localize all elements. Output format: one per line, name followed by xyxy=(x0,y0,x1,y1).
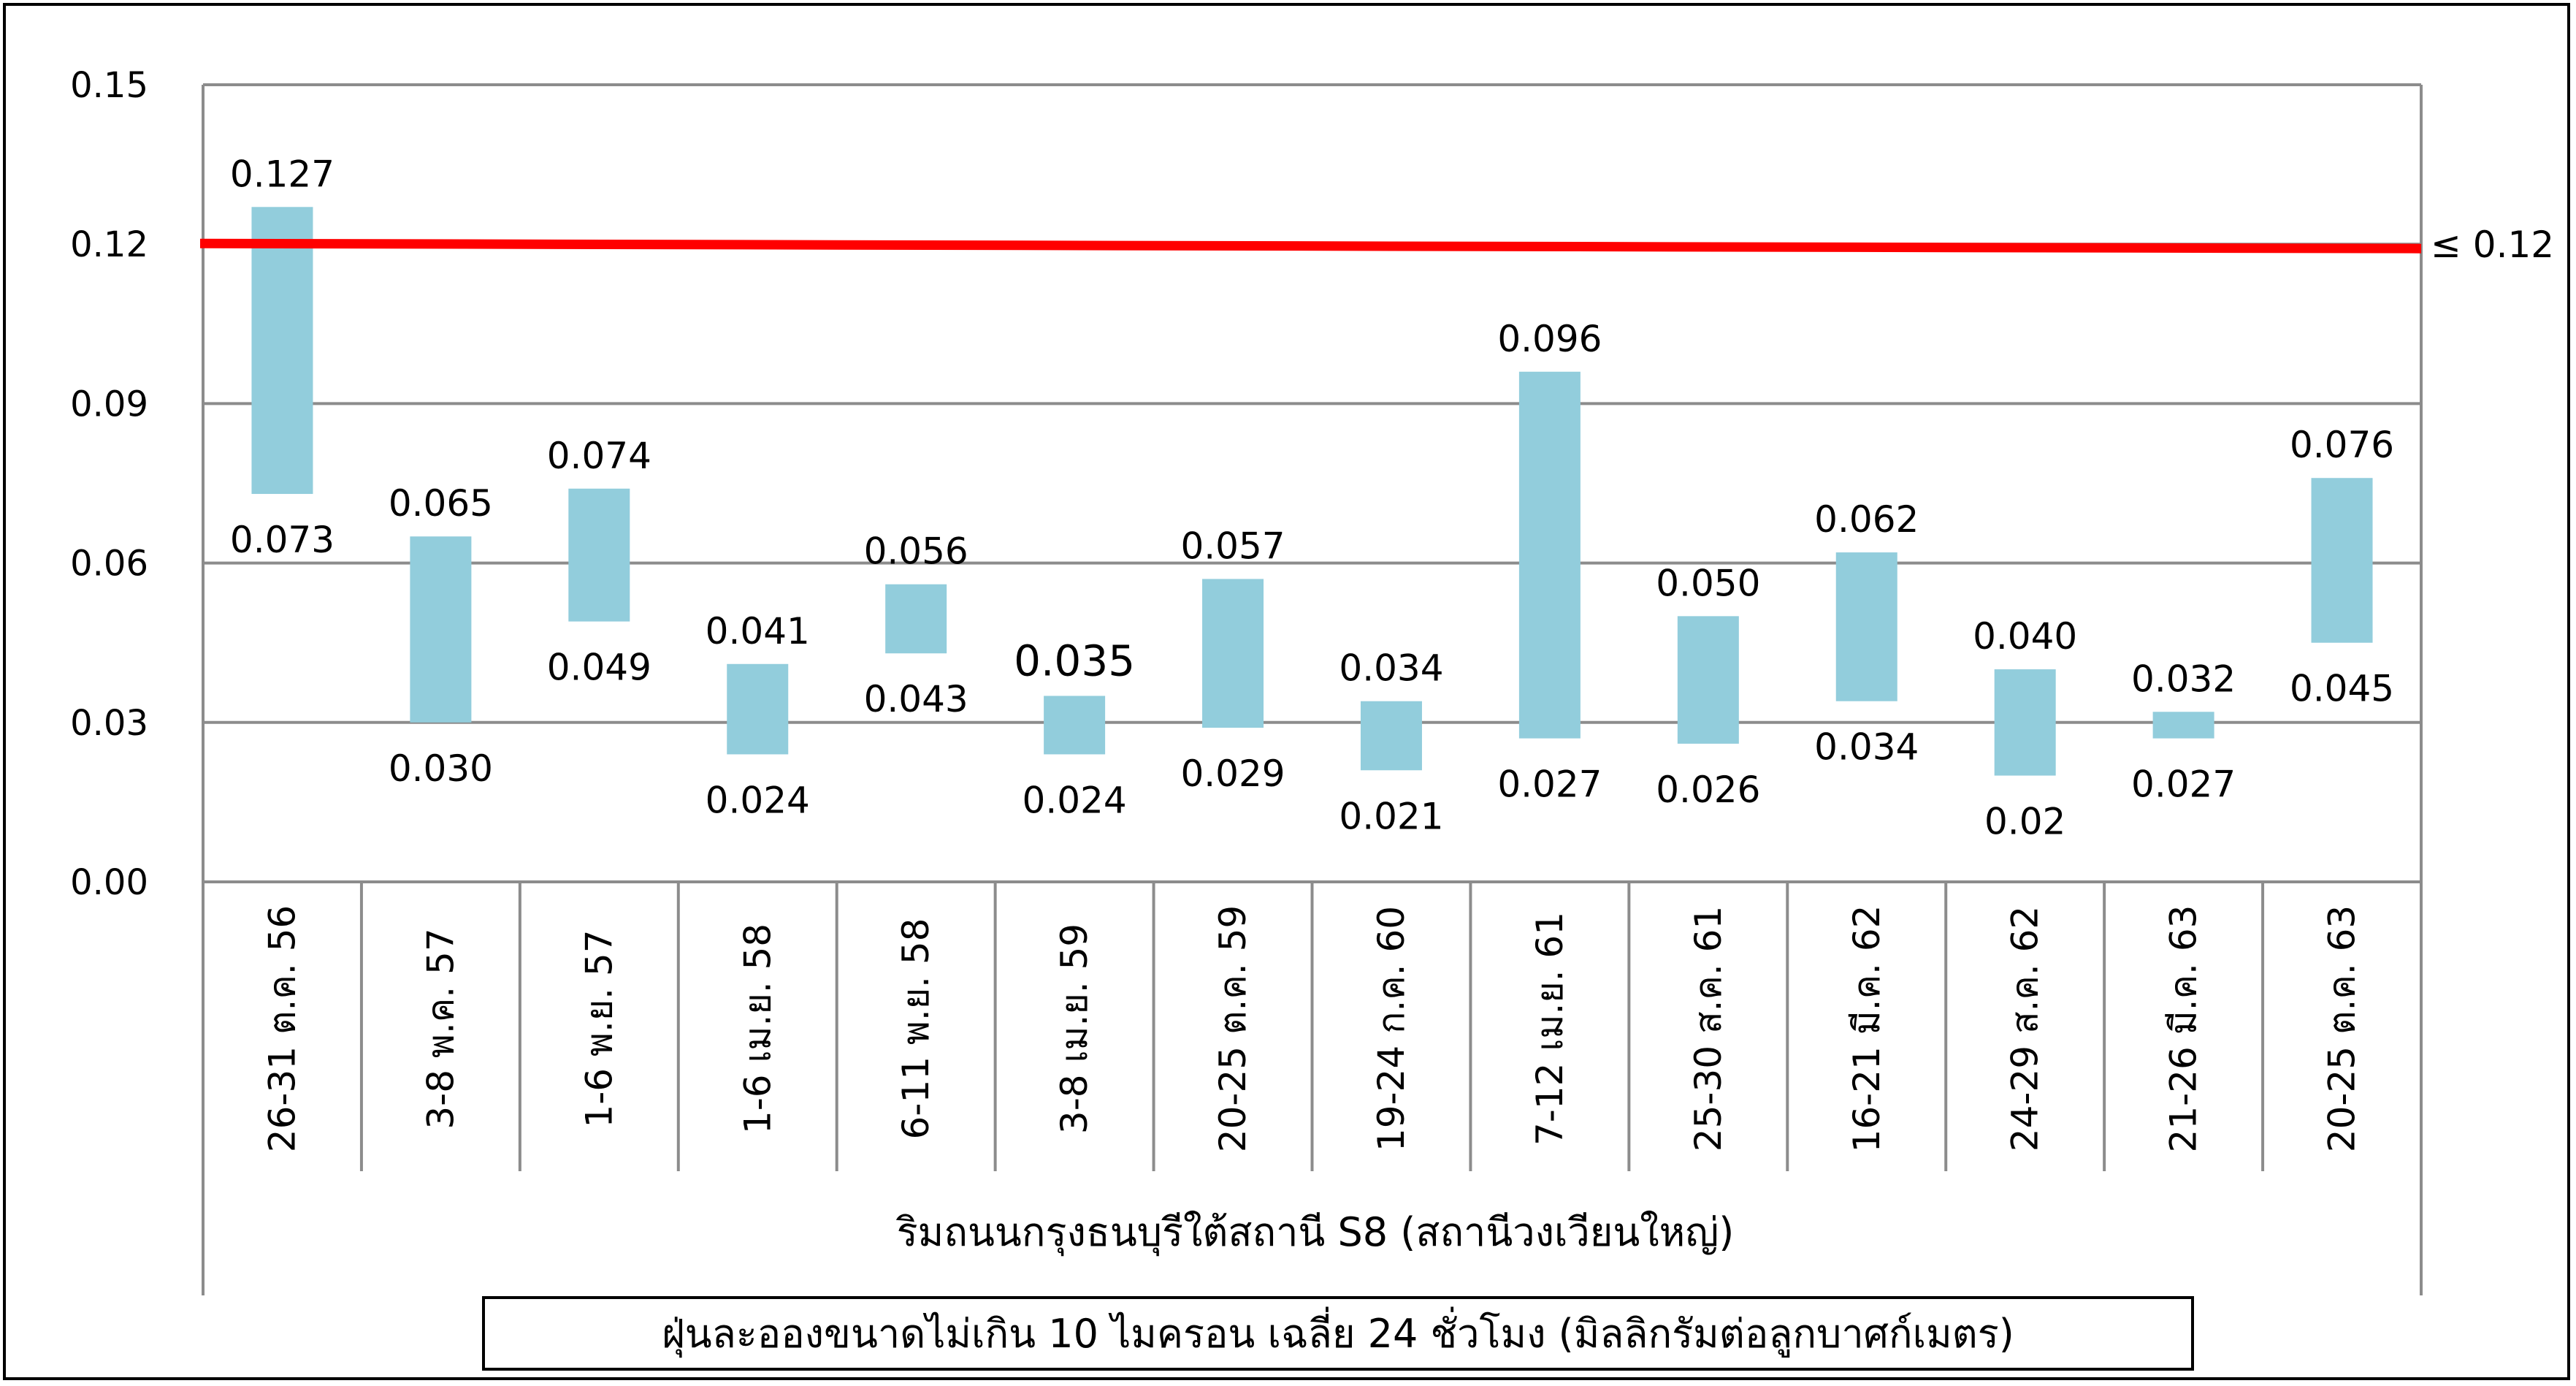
x-tick-label: 3-8 พ.ค. 57 xyxy=(419,928,462,1129)
range-bar xyxy=(568,488,630,622)
range-bar xyxy=(410,536,472,723)
y-tick-labels: 0.00 0.03 0.06 0.09 0.12 0.15 xyxy=(70,65,148,903)
x-tick-label: 1-6 เม.ย. 58 xyxy=(736,924,779,1134)
max-value-label: 0.041 xyxy=(706,610,810,652)
y-tick-label: 0.12 xyxy=(70,224,148,265)
max-value-label: 0.127 xyxy=(230,153,335,195)
range-bar xyxy=(1518,371,1581,739)
range-bar xyxy=(885,584,947,654)
min-value-label: 0.027 xyxy=(2131,764,2236,806)
y-tick-label: 0.06 xyxy=(70,544,148,585)
min-value-label: 0.027 xyxy=(1497,764,1602,806)
x-tick-label: 1-6 พ.ย. 57 xyxy=(578,929,620,1127)
standard-line-group: ≤ 0.12 xyxy=(199,224,2554,266)
chart-title: ฝุ่นละอองขนาดไม่เกิน 10 ไมครอน เฉลี่ย 24… xyxy=(662,1311,2014,1357)
min-value-label: 0.030 xyxy=(389,747,493,790)
max-value-label: 0.032 xyxy=(2131,658,2236,700)
x-tick-label: 26-31 ต.ค. 56 xyxy=(261,905,303,1152)
max-value-label: 0.040 xyxy=(1973,615,2077,658)
range-bar xyxy=(1360,701,1422,771)
min-value-label: 0.024 xyxy=(1023,779,1127,821)
range-bar xyxy=(251,207,313,495)
y-tick-label: 0.09 xyxy=(70,384,148,424)
x-tick-label: 3-8 เม.ย. 59 xyxy=(1053,924,1096,1134)
min-value-label: 0.024 xyxy=(706,779,810,821)
max-value-label: 0.076 xyxy=(2290,424,2394,466)
x-tick-label: 6-11 พ.ย. 58 xyxy=(895,918,937,1140)
max-value-label: 0.096 xyxy=(1497,318,1602,360)
standard-line xyxy=(199,238,2422,254)
range-bar xyxy=(1835,552,1897,701)
min-value-label: 0.021 xyxy=(1339,795,1443,837)
bars xyxy=(251,207,2373,776)
max-value-label: 0.050 xyxy=(1656,562,1760,604)
range-bar xyxy=(2311,478,2373,643)
x-tick-label: 16-21 มี.ค. 62 xyxy=(1846,905,1888,1153)
range-bar xyxy=(1044,696,1106,755)
min-value-label: 0.049 xyxy=(547,647,651,689)
min-value-label: 0.073 xyxy=(230,519,335,561)
standard-label: ≤ 0.12 xyxy=(2431,224,2554,266)
min-value-label: 0.02 xyxy=(1984,801,2065,843)
x-tick-label: 21-26 มี.ค. 63 xyxy=(2163,905,2205,1153)
x-tick-label: 7-12 เม.ย. 61 xyxy=(1529,912,1571,1146)
chart-frame: ≤ 0.12 0.00 0.03 0.06 0.09 0.12 0.15 0.127 0.0… xyxy=(3,3,2570,1380)
chart-title-box: ฝุ่นละอองขนาดไม่เกิน 10 ไมครอน เฉลี่ย 24… xyxy=(482,1296,2194,1371)
range-bar xyxy=(727,663,789,755)
range-bar xyxy=(1994,669,2056,776)
range-bar xyxy=(1677,616,1739,744)
x-tick-labels: 26-31 ต.ค. 56 3-8 พ.ค. 57 1-6 พ.ย. 57 1-6 เ… xyxy=(261,905,2363,1153)
data-labels: 0.127 0.073 0.065 0.030 0.074 0.049 0.041 0.024… xyxy=(230,153,2394,842)
y-tick-label: 0.15 xyxy=(70,65,148,106)
range-bar xyxy=(1202,579,1264,728)
max-value-label: 0.035 xyxy=(1014,636,1135,685)
max-value-label: 0.074 xyxy=(547,435,651,477)
y-tick-label: 0.03 xyxy=(70,703,148,744)
x-tick-label: 25-30 ส.ค. 61 xyxy=(1687,906,1730,1151)
x-tick-label: 20-25 ต.ค. 63 xyxy=(2321,905,2363,1152)
max-value-label: 0.065 xyxy=(389,482,493,525)
axis-lines xyxy=(202,85,2423,1295)
min-value-label: 0.043 xyxy=(864,678,968,720)
min-value-label: 0.034 xyxy=(1814,726,1919,769)
range-bar xyxy=(2152,712,2214,739)
max-value-label: 0.034 xyxy=(1339,647,1443,690)
min-value-label: 0.026 xyxy=(1656,769,1760,811)
min-value-label: 0.029 xyxy=(1180,753,1285,795)
min-value-label: 0.045 xyxy=(2290,668,2394,710)
max-value-label: 0.056 xyxy=(864,530,968,573)
x-tick-label: 20-25 ต.ค. 59 xyxy=(1212,905,1254,1152)
y-tick-label: 0.00 xyxy=(70,862,148,903)
x-tick-label: 24-29 ส.ค. 62 xyxy=(2004,906,2046,1151)
gridlines xyxy=(203,83,2421,883)
max-value-label: 0.057 xyxy=(1180,525,1285,567)
x-tick-label: 19-24 ก.ค. 60 xyxy=(1370,906,1413,1151)
chart-svg: ≤ 0.12 0.00 0.03 0.06 0.09 0.12 0.15 0.127 0.0… xyxy=(70,65,2554,1295)
x-axis-caption: ริมถนนกรุงธนบุรีใต้สถานี S8 (สถานีวงเวีย… xyxy=(896,1209,1735,1257)
max-value-label: 0.062 xyxy=(1814,498,1919,541)
